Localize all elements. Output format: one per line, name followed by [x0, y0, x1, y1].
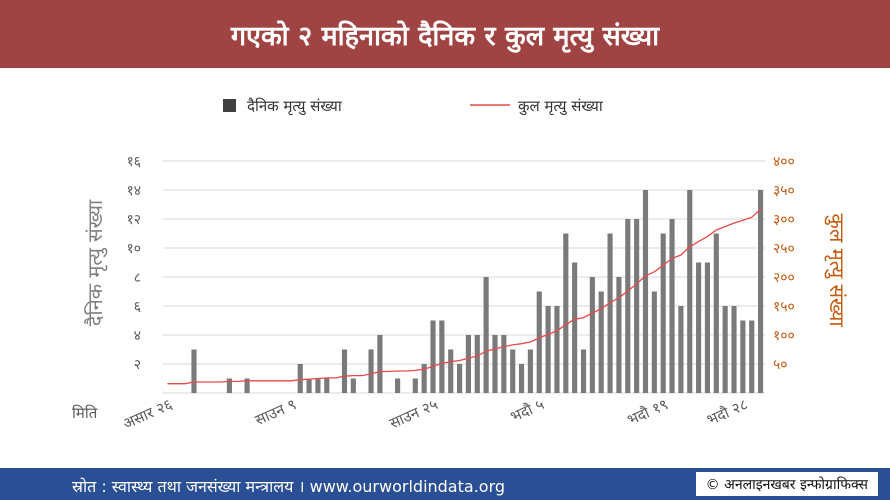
x-tick-label: भदौ २८ — [704, 395, 750, 429]
legend-label-cumulative: कुल मृत्यु संख्या — [518, 97, 604, 116]
daily-bar — [244, 378, 250, 393]
left-axis-title: दैनिक मृत्यु संख्या — [83, 199, 108, 326]
daily-bar — [758, 190, 764, 393]
daily-bar — [421, 364, 427, 393]
left-tick-label: १६ — [126, 154, 141, 170]
legend: दैनिक मृत्यु संख्या कुल मृत्यु संख्या — [223, 97, 604, 116]
footer-bar: स्रोत : स्वास्थ्य तथा जनसंख्या मन्त्रालय… — [0, 468, 890, 500]
daily-bar — [465, 335, 471, 393]
title-text: गएको २ महिनाको दैनिक र कुल मृत्यु संख्या — [230, 20, 660, 52]
daily-bar — [430, 320, 436, 393]
daily-bar — [749, 320, 755, 393]
daily-bar — [616, 277, 622, 393]
chart-title: गएको २ महिनाको दैनिक र कुल मृत्यु संख्या — [0, 0, 890, 68]
left-tick-label: २ — [134, 357, 141, 373]
daily-bar — [740, 320, 746, 393]
daily-bar — [598, 291, 604, 393]
gridlines — [163, 160, 765, 394]
daily-bar — [306, 378, 312, 393]
daily-bar — [687, 190, 693, 393]
daily-bar — [518, 364, 525, 393]
right-tick-label: १५० — [773, 299, 795, 315]
daily-bar — [448, 349, 454, 393]
daily-bar — [625, 219, 631, 393]
daily-bar — [474, 335, 480, 393]
daily-bar — [678, 306, 684, 393]
daily-bar — [341, 349, 348, 393]
daily-bar — [412, 378, 418, 393]
x-tick-label: असार २६ — [120, 395, 175, 433]
right-tick-label: १०० — [773, 328, 795, 344]
daily-bar — [642, 190, 649, 393]
daily-bar — [696, 262, 702, 393]
daily-bar — [580, 349, 587, 393]
daily-bar — [527, 349, 533, 393]
x-tick-label: भदौ ५ — [508, 395, 547, 426]
x-axis-ticks: असार २६ साउन ९ साउन २५ भदौ ५ भदौ १९ भदौ २८ — [120, 395, 750, 433]
daily-bar — [545, 306, 551, 393]
x-tick-label: साउन ९ — [252, 395, 299, 429]
daily-bar — [492, 335, 498, 393]
left-tick-label: १२ — [126, 212, 141, 228]
daily-bar — [669, 219, 675, 393]
x-axis-title: मिति — [72, 404, 98, 422]
daily-bar — [589, 277, 595, 393]
right-tick-label: २५० — [773, 241, 795, 257]
credit-badge: © अनलाइनखबर इन्फोग्राफिक्स — [695, 472, 878, 496]
source-note: स्रोत : स्वास्थ्य तथा जनसंख्या मन्त्रालय… — [72, 477, 506, 496]
daily-bar — [704, 262, 711, 393]
daily-bar — [368, 349, 374, 393]
daily-bar — [607, 233, 613, 393]
right-axis-ticks: ५० १०० १५० २०० २५० ३०० ३५० ४०० — [773, 154, 795, 373]
right-tick-label: ३०० — [773, 212, 795, 228]
daily-bar — [350, 378, 356, 393]
daily-bars — [191, 190, 764, 393]
cumulative-line — [167, 208, 762, 385]
daily-bar — [651, 291, 657, 393]
daily-bar — [722, 306, 728, 393]
x-tick-label: भदौ १९ — [624, 395, 670, 429]
legend-label-daily: दैनिक मृत्यु संख्या — [247, 97, 343, 116]
left-tick-label: १४ — [126, 183, 141, 199]
daily-bar — [563, 233, 569, 393]
right-axis-title: कुल मृत्यु संख्या — [824, 214, 849, 328]
left-tick-label: ४ — [134, 328, 141, 344]
daily-bar — [572, 262, 578, 393]
right-tick-label: ४०० — [773, 154, 795, 170]
x-tick-label: साउन २५ — [387, 395, 441, 432]
daily-bar — [457, 364, 463, 393]
right-tick-label: ५० — [773, 357, 788, 373]
daily-bar — [634, 219, 640, 393]
legend-swatch-daily — [223, 99, 236, 112]
daily-bar — [536, 291, 542, 393]
left-tick-label: ८ — [134, 270, 141, 286]
daily-bar — [439, 320, 445, 393]
daily-bar — [395, 378, 401, 393]
daily-bar — [554, 306, 560, 393]
daily-bar — [731, 306, 737, 393]
left-tick-label: ६ — [134, 299, 141, 315]
left-axis-ticks: २ ४ ६ ८ १० १२ १४ १६ — [126, 154, 141, 373]
daily-bar — [660, 233, 666, 393]
daily-bar — [377, 335, 383, 393]
daily-bar — [501, 335, 507, 393]
daily-bar — [713, 233, 719, 393]
combo-chart: दैनिक मृत्यु संख्या कुल मृत्यु संख्या २ ४… — [72, 97, 849, 433]
daily-bar — [191, 349, 197, 393]
daily-bar — [483, 277, 489, 393]
right-tick-label: २०० — [773, 270, 795, 286]
right-tick-label: ३५० — [773, 183, 795, 199]
daily-bar — [297, 364, 303, 393]
daily-bar — [226, 378, 232, 393]
daily-bar — [510, 349, 516, 393]
daily-bar — [324, 378, 330, 393]
daily-bar — [315, 378, 321, 393]
left-tick-label: १० — [126, 241, 141, 257]
